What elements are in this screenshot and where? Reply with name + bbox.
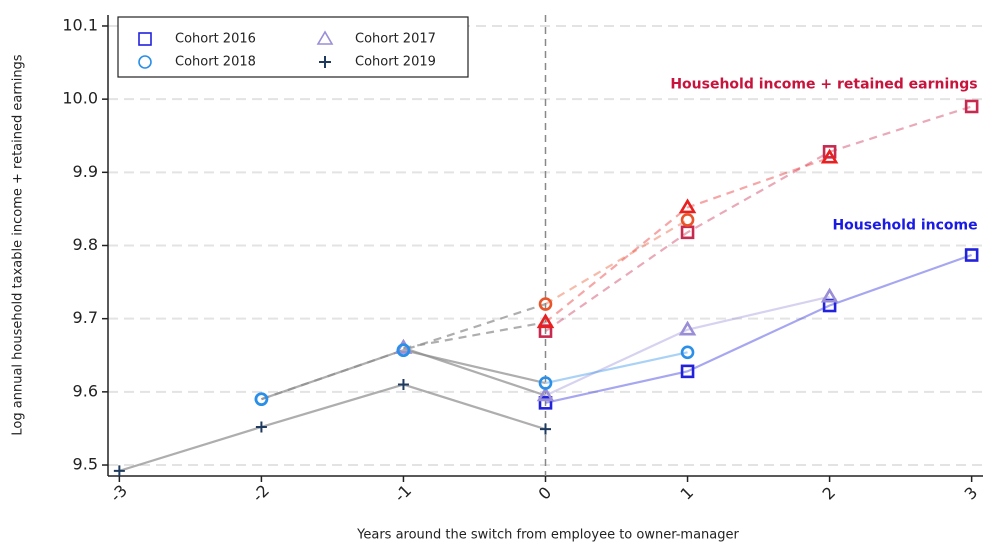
y-tick-label: 9.5 bbox=[73, 455, 98, 474]
data-point bbox=[820, 148, 839, 164]
x-axis-label: Years around the switch from employee to… bbox=[356, 528, 739, 543]
data-point bbox=[538, 376, 553, 390]
data-point bbox=[396, 343, 411, 357]
data-point bbox=[113, 465, 125, 477]
y-tick-label: 9.6 bbox=[73, 381, 98, 400]
data-point bbox=[255, 421, 267, 433]
data-point bbox=[680, 345, 695, 360]
y-tick-label: 10.0 bbox=[62, 89, 98, 108]
x-tick-label: 1 bbox=[677, 483, 698, 504]
series-line bbox=[544, 156, 830, 324]
data-point bbox=[680, 213, 695, 227]
series-line bbox=[403, 321, 546, 350]
series-line bbox=[545, 351, 688, 385]
data-point bbox=[820, 287, 839, 303]
data-point bbox=[540, 423, 551, 435]
annotation: Household income + retained earnings bbox=[670, 77, 977, 93]
series-line bbox=[545, 253, 973, 404]
legend-marker bbox=[138, 32, 152, 46]
annotation: Household income bbox=[832, 218, 977, 234]
legend-marker bbox=[319, 56, 331, 68]
x-tick-label: -1 bbox=[390, 481, 415, 506]
data-point bbox=[536, 386, 555, 402]
data-point bbox=[254, 392, 269, 406]
y-axis-label: Log annual household taxable income + re… bbox=[11, 54, 26, 435]
legend-label: Cohort 2019 bbox=[355, 55, 436, 70]
series-line bbox=[545, 295, 830, 397]
data-point bbox=[680, 364, 695, 379]
data-point bbox=[678, 320, 697, 336]
legend-marker bbox=[316, 30, 334, 45]
legend-label: Cohort 2017 bbox=[355, 32, 436, 47]
x-tick-label: 3 bbox=[961, 483, 982, 504]
series-line bbox=[261, 348, 546, 401]
y-tick-label: 9.9 bbox=[73, 162, 98, 181]
legend-box bbox=[117, 16, 469, 78]
legend-label: Cohort 2018 bbox=[175, 55, 256, 70]
data-point bbox=[964, 248, 979, 262]
data-point bbox=[680, 225, 695, 240]
y-tick-label: 9.8 bbox=[73, 235, 98, 254]
data-point bbox=[397, 379, 409, 391]
series-line bbox=[544, 105, 972, 333]
data-point bbox=[678, 198, 697, 214]
x-tick-label: 2 bbox=[819, 483, 840, 504]
data-point bbox=[536, 313, 555, 329]
data-point bbox=[822, 145, 837, 159]
x-tick-label: 0 bbox=[534, 483, 555, 504]
series-line bbox=[119, 383, 546, 472]
data-point bbox=[964, 99, 979, 114]
y-tick-label: 9.7 bbox=[73, 308, 98, 327]
legend-label: Cohort 2016 bbox=[175, 32, 256, 47]
data-point bbox=[538, 297, 553, 311]
x-tick-label: -2 bbox=[248, 481, 273, 506]
legend-marker bbox=[138, 55, 152, 69]
x-tick-label: -3 bbox=[106, 481, 131, 506]
series-line bbox=[544, 218, 689, 305]
y-tick-label: 10.1 bbox=[62, 15, 98, 34]
data-point bbox=[538, 396, 553, 410]
legend: Cohort 2016 Cohort 2017 Cohort 2018 Cohort … bbox=[117, 16, 469, 78]
